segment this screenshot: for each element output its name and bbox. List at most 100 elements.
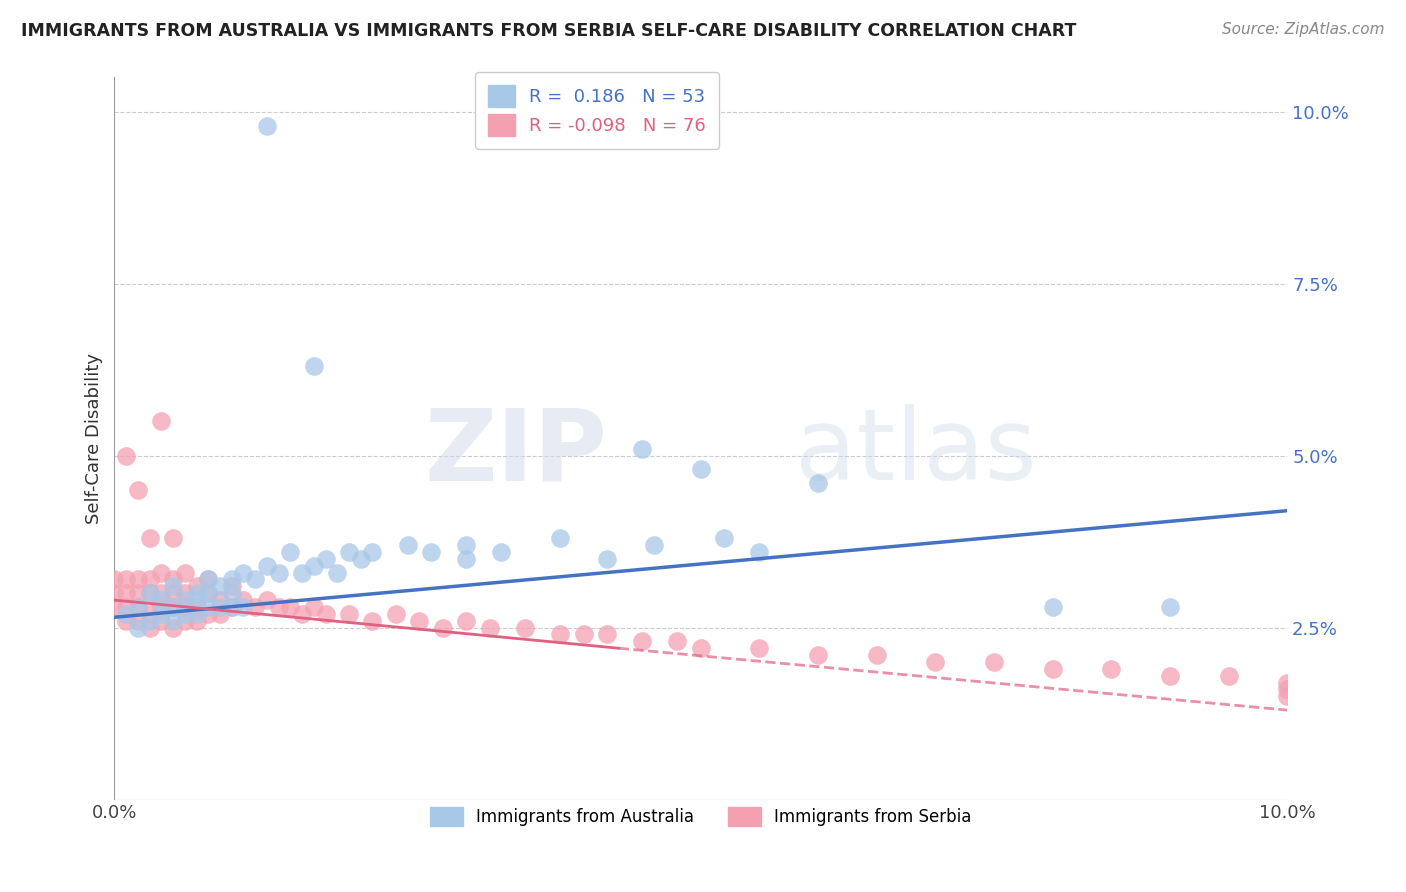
Point: [256, 558, 278, 573]
Point: [150, 599, 173, 614]
Point: [162, 621, 184, 635]
Point: [983, 655, 1005, 669]
Point: [713, 531, 735, 545]
Point: [138, 614, 160, 628]
Point: [631, 442, 654, 456]
Point: [138, 586, 160, 600]
Point: [548, 627, 571, 641]
Point: [150, 593, 173, 607]
Point: [491, 545, 513, 559]
Point: [127, 599, 149, 614]
Point: [197, 586, 219, 600]
Point: [408, 614, 430, 628]
Point: [173, 599, 195, 614]
Point: [162, 531, 184, 545]
Point: [197, 599, 219, 614]
Point: [1277, 675, 1299, 690]
Point: [197, 573, 219, 587]
Point: [1042, 662, 1064, 676]
Point: [208, 599, 231, 614]
Point: [150, 414, 173, 428]
Point: [232, 599, 254, 614]
Legend: Immigrants from Australia, Immigrants from Serbia: Immigrants from Australia, Immigrants fr…: [422, 798, 980, 835]
Point: [127, 599, 149, 614]
Point: [103, 599, 125, 614]
Point: [1159, 669, 1181, 683]
Point: [361, 545, 384, 559]
Point: [103, 586, 125, 600]
Point: [127, 586, 149, 600]
Text: ZIP: ZIP: [425, 404, 607, 501]
Point: [278, 545, 301, 559]
Point: [221, 599, 243, 614]
Point: [221, 599, 243, 614]
Point: [748, 641, 770, 656]
Point: [302, 599, 325, 614]
Point: [173, 593, 195, 607]
Point: [1277, 682, 1299, 697]
Point: [291, 607, 314, 621]
Point: [456, 538, 478, 552]
Point: [162, 599, 184, 614]
Point: [1277, 690, 1299, 704]
Point: [689, 641, 711, 656]
Point: [315, 551, 337, 566]
Point: [1099, 662, 1122, 676]
Y-axis label: Self-Care Disability: Self-Care Disability: [86, 353, 103, 524]
Point: [150, 586, 173, 600]
Point: [173, 586, 195, 600]
Point: [232, 566, 254, 580]
Point: [631, 634, 654, 648]
Point: [115, 599, 138, 614]
Point: [456, 614, 478, 628]
Point: [162, 599, 184, 614]
Point: [350, 551, 373, 566]
Point: [361, 614, 384, 628]
Point: [138, 607, 160, 621]
Point: [748, 545, 770, 559]
Point: [256, 593, 278, 607]
Point: [115, 586, 138, 600]
Point: [396, 538, 419, 552]
Point: [150, 566, 173, 580]
Point: [420, 545, 443, 559]
Point: [596, 627, 619, 641]
Point: [548, 531, 571, 545]
Point: [186, 593, 208, 607]
Point: [162, 573, 184, 587]
Point: [127, 621, 149, 635]
Point: [115, 614, 138, 628]
Point: [127, 614, 149, 628]
Point: [197, 607, 219, 621]
Point: [197, 573, 219, 587]
Point: [138, 621, 160, 635]
Point: [208, 607, 231, 621]
Point: [162, 614, 184, 628]
Point: [478, 621, 501, 635]
Point: [456, 551, 478, 566]
Point: [291, 566, 314, 580]
Point: [666, 634, 689, 648]
Point: [162, 586, 184, 600]
Point: [103, 573, 125, 587]
Point: [208, 579, 231, 593]
Point: [267, 566, 290, 580]
Point: [150, 614, 173, 628]
Point: [337, 607, 360, 621]
Point: [186, 614, 208, 628]
Point: [572, 627, 595, 641]
Point: [127, 483, 149, 497]
Point: [689, 462, 711, 476]
Point: [115, 607, 138, 621]
Point: [302, 359, 325, 374]
Point: [138, 586, 160, 600]
Point: [924, 655, 946, 669]
Point: [173, 607, 195, 621]
Point: [150, 607, 173, 621]
Point: [866, 648, 889, 662]
Point: [807, 476, 830, 491]
Point: [208, 593, 231, 607]
Point: [197, 586, 219, 600]
Point: [807, 648, 830, 662]
Point: [385, 607, 408, 621]
